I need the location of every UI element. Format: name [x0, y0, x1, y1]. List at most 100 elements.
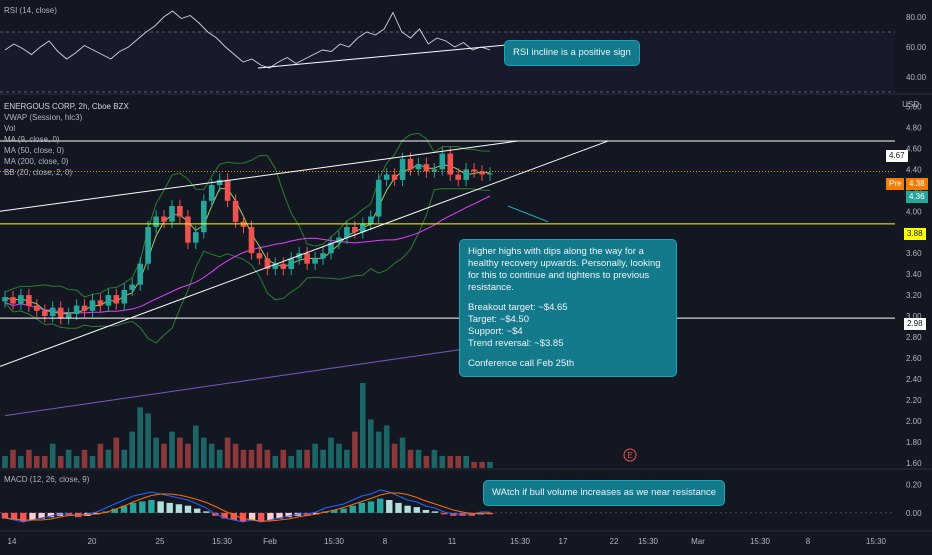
volume-bar — [161, 443, 167, 468]
volume-bar — [431, 449, 438, 468]
macd-histogram-bar — [349, 505, 356, 513]
ma50-line — [4, 195, 491, 314]
price-tick-label: 3.60 — [906, 249, 922, 258]
last-price-tag: 4.36 — [906, 191, 928, 203]
indicator-vol-legend[interactable]: Vol — [4, 124, 16, 133]
macd-histogram-bar — [422, 510, 430, 513]
volume-bar — [383, 425, 390, 468]
support-price-tag: 3.88 — [904, 228, 926, 240]
candle-body — [312, 258, 318, 264]
candle-body — [169, 206, 175, 222]
volume-bar — [177, 437, 183, 468]
volume-bar — [368, 419, 374, 468]
rsi-note[interactable]: RSI incline is a positive sign — [504, 40, 640, 66]
candle-body — [439, 153, 446, 170]
volume-bar — [447, 455, 454, 468]
volume-bar — [89, 455, 96, 468]
price-tick-label: 1.60 — [906, 459, 922, 468]
pre-market-label: Pre — [886, 178, 905, 190]
volume-bar — [26, 449, 32, 468]
wedge-upper-line — [0, 140, 519, 212]
note-spacer — [468, 294, 668, 302]
volume-bar — [57, 455, 64, 468]
candle-body — [232, 200, 239, 222]
volume-bar — [81, 449, 88, 468]
volume-bar — [232, 443, 239, 468]
time-axis-label: 15:30 — [638, 537, 659, 546]
candle-body — [272, 263, 279, 269]
volume-bar — [201, 437, 207, 468]
candle-body — [304, 253, 310, 264]
volume-bar — [240, 449, 247, 468]
volume-bar — [97, 443, 104, 468]
macd-histogram-bar — [395, 502, 402, 513]
indicator-ma200-legend[interactable]: MA (200, close, 0) — [4, 157, 69, 166]
volume-bar — [73, 455, 80, 468]
indicator-ma50-legend[interactable]: MA (50, close, 0) — [4, 146, 65, 155]
candle-body — [415, 164, 422, 170]
macd-histogram-bar — [175, 504, 183, 513]
price-tick-label: 2.80 — [906, 333, 922, 342]
candle-body — [49, 307, 56, 317]
macd-histogram-bar — [230, 512, 237, 520]
earnings-event-label: E — [627, 451, 632, 460]
macd-histogram-bar — [203, 511, 210, 513]
time-axis-label: 22 — [610, 537, 619, 546]
bollinger-upper-band — [4, 132, 491, 298]
candle-body — [352, 227, 358, 233]
candle-body — [161, 216, 167, 222]
volume-bar — [471, 461, 477, 468]
volume-bar — [224, 437, 231, 468]
price-tick-label: 3.00 — [906, 312, 922, 321]
volume-bar — [2, 455, 8, 468]
candle-body — [455, 174, 461, 180]
volume-bar — [153, 437, 159, 468]
volume-bar — [10, 449, 16, 468]
price-tick-label: 1.80 — [906, 438, 922, 447]
time-axis-label: 15:30 — [750, 537, 771, 546]
volume-bar — [216, 449, 223, 468]
macd-histogram-bar — [386, 500, 393, 513]
candle-body — [97, 300, 104, 306]
candle-body — [423, 164, 430, 172]
macd-histogram-bar — [166, 502, 173, 513]
macd-tick-label: 0.00 — [906, 509, 922, 518]
candle-body — [193, 232, 199, 243]
candle-body — [57, 307, 64, 319]
time-axis-label: 15:30 — [866, 537, 887, 546]
candle-body — [399, 158, 406, 180]
candle-body — [34, 305, 40, 311]
macd-histogram-bar — [377, 498, 384, 513]
time-axis-label: 17 — [559, 537, 568, 546]
indicator-vwap-legend[interactable]: VWAP (Session, hlc3) — [4, 113, 83, 122]
candle-body — [407, 158, 414, 170]
candle-body — [375, 179, 382, 217]
macd-histogram-bar — [258, 512, 265, 522]
indicator-bb-legend[interactable]: BB (20, close, 2, 0) — [4, 168, 73, 177]
candle-body — [368, 216, 374, 224]
time-axis-label: Mar — [691, 537, 705, 546]
candle-body — [2, 297, 8, 302]
volume-bar — [248, 449, 255, 468]
macd-histogram-bar — [248, 512, 256, 520]
macd-histogram-bar — [111, 508, 118, 513]
candle-body — [137, 263, 143, 285]
candle-body — [177, 206, 183, 217]
indicator-ma9-legend[interactable]: MA (9, close, 0) — [4, 135, 60, 144]
volume-bar — [352, 431, 358, 468]
rsi-note-text: RSI incline is a positive sign — [513, 47, 631, 58]
candle-body — [153, 216, 159, 227]
time-axis-label: 11 — [448, 537, 457, 546]
analysis-note[interactable]: Higher highs with dips along the way for… — [459, 239, 677, 377]
price-tick-label: 5.00 — [906, 102, 922, 111]
candle-body — [121, 289, 128, 304]
macd-note[interactable]: WAtch if bull volume increases as we nea… — [483, 480, 726, 506]
rsi-tick-label: 80.00 — [906, 13, 927, 22]
note-line: Support: ~$4 — [468, 326, 523, 337]
macd-note-text: WAtch if bull volume increases as we nea… — [492, 487, 717, 498]
volume-bar — [208, 443, 215, 468]
volume-bar — [415, 449, 422, 468]
time-axis-label: 14 — [8, 537, 17, 546]
macd-histogram-bar — [38, 512, 45, 519]
